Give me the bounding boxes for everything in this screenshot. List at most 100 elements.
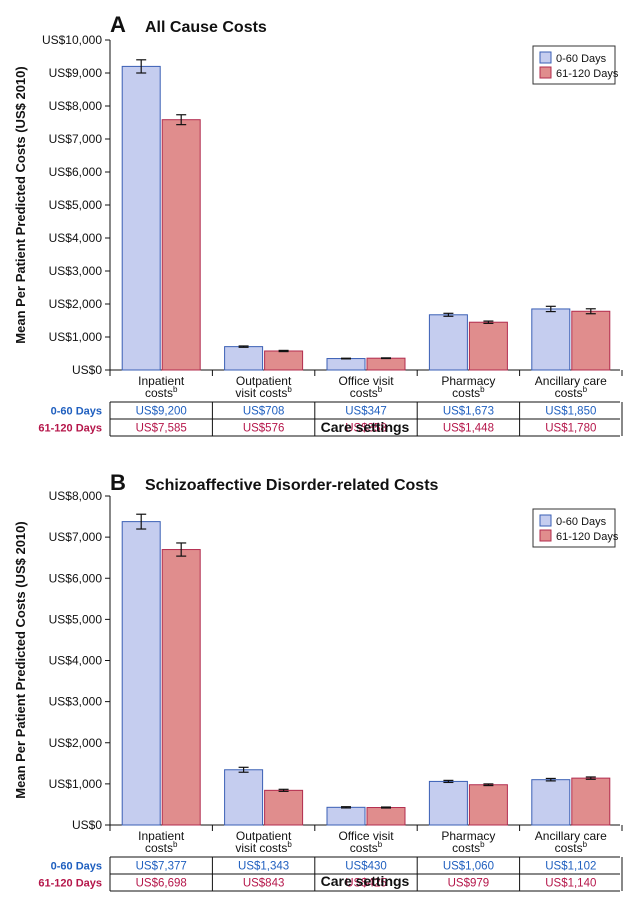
bar-0-60-cat-3 (428, 780, 468, 826)
table-cell: US$576 (243, 423, 285, 435)
category-label-line2: costsb (350, 385, 383, 400)
category-label-line2: costsb (350, 840, 383, 855)
table-cell: US$1,343 (238, 861, 289, 873)
category-footnote-marker: b (173, 840, 178, 849)
table-cell: US$843 (243, 878, 285, 890)
y-tick-label: US$2,000 (49, 736, 103, 750)
y-tick-label: US$6,000 (49, 165, 103, 179)
category-label-text: costs (145, 386, 173, 400)
category-label-text: costs (452, 386, 480, 400)
category-label-text: costs (350, 841, 378, 855)
table-cell: US$7,585 (136, 423, 187, 435)
category-label-line2: visit costsb (235, 385, 292, 400)
y-tick-label: US$4,000 (49, 654, 103, 668)
bar-61-120-cat-4 (571, 777, 611, 826)
table-cell: US$1,780 (545, 423, 596, 435)
y-tick-label: US$5,000 (49, 612, 103, 626)
legend-label: 61-120 Days (556, 68, 619, 80)
bar-61-120-cat-1 (264, 350, 304, 371)
category-label-line2: costsb (145, 385, 178, 400)
y-tick-label: US$5,000 (49, 198, 103, 212)
panel-letter: B (110, 470, 126, 495)
table-cell: US$1,060 (443, 861, 494, 873)
category-footnote-marker: b (173, 385, 178, 394)
category-footnote-marker: b (583, 840, 588, 849)
y-tick-label: US$8,000 (49, 99, 103, 113)
y-tick-label: US$4,000 (49, 231, 103, 245)
table-cell: US$9,200 (136, 406, 187, 418)
category-label: Ancillary care (535, 374, 607, 388)
bar-61-120-cat-3 (468, 321, 508, 371)
category-label: Ancillary care (535, 829, 607, 843)
x-axis-label: Care settings (321, 873, 410, 889)
bar-61-120-cat-2 (366, 357, 406, 371)
table-row-label: 0-60 Days (51, 861, 102, 873)
legend-swatch (539, 514, 552, 527)
category-label-text: costs (350, 386, 378, 400)
legend-swatch (539, 51, 552, 64)
category-footnote-marker: b (583, 385, 588, 394)
bar-61-120-cat-3 (468, 784, 508, 826)
bar-61-120-cat-0 (161, 549, 201, 826)
category-label: Office visit (338, 829, 394, 843)
bar-0-60-cat-4 (531, 308, 571, 371)
bar-0-60-cat-1 (224, 769, 264, 826)
bar-0-60-cat-2 (326, 806, 366, 826)
y-tick-label: US$3,000 (49, 695, 103, 709)
bar-0-60-cat-0 (121, 521, 161, 826)
category-label-line2: visit costsb (235, 840, 292, 855)
legend-swatch (539, 529, 552, 542)
chart-title: Schizoaffective Disorder-related Costs (145, 477, 439, 494)
category-label-line2: costsb (555, 840, 588, 855)
category-label-line2: costsb (452, 385, 485, 400)
y-axis-label: Mean Per Patient Predicted Costs (US$ 20… (13, 66, 28, 343)
table-cell: US$979 (448, 878, 490, 890)
bar-0-60-cat-3 (428, 314, 468, 371)
category-label: Pharmacy (441, 829, 495, 843)
y-tick-label: US$0 (72, 818, 102, 832)
table-cell: US$7,377 (136, 861, 187, 873)
category-footnote-marker: b (287, 840, 292, 849)
legend-label: 0-60 Days (556, 516, 607, 528)
x-axis-label: Care settings (321, 419, 410, 435)
table-cell: US$430 (345, 861, 387, 873)
y-tick-label: US$9,000 (49, 66, 103, 80)
category-label: Office visit (338, 374, 394, 388)
bar-0-60-cat-0 (121, 65, 161, 371)
category-label-text: costs (452, 841, 480, 855)
bar-0-60-cat-2 (326, 358, 366, 371)
table-cell: US$1,140 (545, 878, 596, 890)
table-cell: US$1,448 (443, 423, 494, 435)
category-footnote-marker: b (480, 385, 485, 394)
y-tick-label: US$10,000 (42, 33, 102, 47)
y-axis-label: Mean Per Patient Predicted Costs (US$ 20… (13, 521, 28, 798)
y-tick-label: US$8,000 (49, 489, 103, 503)
bar-0-60-cat-1 (224, 346, 264, 371)
legend-swatch (539, 66, 552, 79)
table-cell: US$6,698 (136, 878, 187, 890)
category-label-text: costs (145, 841, 173, 855)
panel-letter: A (110, 12, 126, 37)
table-cell: US$1,102 (545, 861, 596, 873)
y-tick-label: US$1,000 (49, 330, 103, 344)
table-cell: US$358 (345, 423, 387, 435)
legend-label: 0-60 Days (556, 53, 607, 65)
category-footnote-marker: b (378, 840, 383, 849)
table-row-label: 0-60 Days (51, 406, 102, 418)
y-tick-label: US$3,000 (49, 264, 103, 278)
category-label: Inpatient (138, 829, 185, 843)
table-cell: US$708 (243, 406, 285, 418)
y-tick-label: US$7,000 (49, 132, 103, 146)
bar-61-120-cat-2 (366, 807, 406, 826)
category-label-text: visit costs (235, 841, 287, 855)
category-footnote-marker: b (480, 840, 485, 849)
bar-61-120-cat-4 (571, 310, 611, 371)
bar-61-120-cat-0 (161, 119, 201, 371)
category-label: Pharmacy (441, 374, 495, 388)
bar-0-60-cat-4 (531, 779, 571, 826)
category-label: Outpatient (236, 829, 292, 843)
table-row-label: 61-120 Days (38, 878, 102, 890)
y-tick-label: US$1,000 (49, 777, 103, 791)
category-label-text: visit costs (235, 386, 287, 400)
